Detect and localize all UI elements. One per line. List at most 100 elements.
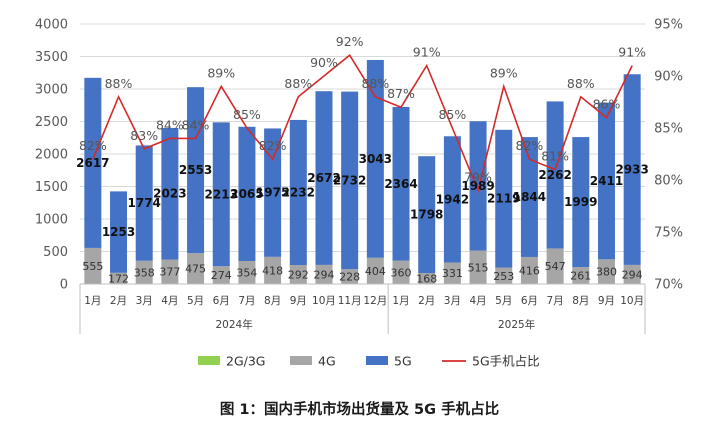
label-5g: 2023 xyxy=(153,187,186,201)
label-4g: 360 xyxy=(391,266,412,279)
bar-5g xyxy=(623,74,641,265)
bar-4g xyxy=(341,269,359,284)
bar-4g xyxy=(495,267,513,284)
label-4g: 294 xyxy=(313,268,334,281)
y-left-tick-label: 500 xyxy=(43,245,68,260)
x-tick-label: 1月 xyxy=(84,295,101,307)
bar-4g xyxy=(110,272,128,284)
label-4g: 274 xyxy=(211,269,232,282)
axes: 0 500 1000 1500 2000 2500 3000 3500 4000 70% 75% 80… xyxy=(35,18,683,334)
label-ratio: 87% xyxy=(387,86,415,101)
label-ratio: 90% xyxy=(310,55,338,70)
bar-4g xyxy=(366,257,384,284)
legend-swatch xyxy=(290,356,312,365)
bar-5g xyxy=(546,101,564,249)
bar-4g xyxy=(520,256,538,284)
bar-5g xyxy=(469,121,487,251)
bar-4g xyxy=(572,267,590,284)
label-ratio: 89% xyxy=(207,65,235,80)
y-right-tick-label: 85% xyxy=(654,122,683,137)
x-tick-label: 3月 xyxy=(444,295,461,307)
label-ratio: 86% xyxy=(593,97,621,112)
legend-label: 2G/3G xyxy=(226,354,266,369)
ratio-line-path xyxy=(92,54,633,193)
label-5g: 2364 xyxy=(384,177,417,191)
bar-4g xyxy=(418,273,436,284)
legend-swatch xyxy=(366,356,388,365)
y-right-tick-label: 75% xyxy=(654,226,683,241)
bar-4g xyxy=(392,260,410,284)
label-ratio: 89% xyxy=(490,65,518,80)
bar-5g xyxy=(84,77,102,248)
label-ratio: 82% xyxy=(79,138,107,153)
group-label: 2025年 xyxy=(498,318,535,331)
label-4g: 294 xyxy=(622,268,643,281)
bar-4g xyxy=(84,247,102,284)
y-right-tick-label: 95% xyxy=(654,18,683,33)
bar-5g xyxy=(572,137,590,268)
label-5g: 2553 xyxy=(179,163,212,177)
x-tick-label: 9月 xyxy=(290,295,307,307)
label-ratio: 92% xyxy=(336,34,364,49)
figure-caption: 图 1：国内手机市场出货量及 5G 手机占比 xyxy=(219,402,500,418)
x-tick-label: 10月 xyxy=(620,295,644,307)
ratio-line xyxy=(92,54,633,193)
bar-4g xyxy=(315,264,333,284)
label-ratio: 88% xyxy=(567,76,595,91)
y-left-tick-label: 4000 xyxy=(35,18,68,33)
y-left-tick-label: 3000 xyxy=(35,83,68,98)
label-ratio: 79% xyxy=(464,169,492,184)
x-tick-label: 3月 xyxy=(136,295,153,307)
bar-4g xyxy=(135,260,153,284)
label-ratio: 85% xyxy=(233,107,261,122)
x-tick-label: 10月 xyxy=(312,295,336,307)
label-4g: 404 xyxy=(365,265,386,278)
label-4g: 253 xyxy=(493,270,514,283)
x-tick-label: 6月 xyxy=(521,295,538,307)
bar-5g xyxy=(212,122,230,267)
bar-5g xyxy=(418,156,436,274)
label-5g: 2617 xyxy=(76,156,109,170)
bar-5g xyxy=(238,126,256,261)
legend-swatch xyxy=(198,356,220,365)
label-4g: 292 xyxy=(288,269,309,282)
bar-5g xyxy=(597,102,615,260)
bar-5g xyxy=(520,137,538,257)
label-ratio: 82% xyxy=(259,138,287,153)
legend-label: 4G xyxy=(318,354,336,369)
bar-5g xyxy=(443,136,461,263)
label-4g: 168 xyxy=(416,273,437,286)
y-left-tick-label: 3500 xyxy=(35,50,68,65)
bar-4g xyxy=(289,265,307,284)
y-left-tick-label: 1000 xyxy=(35,213,68,228)
label-4g: 172 xyxy=(108,272,129,285)
label-ratio: 83% xyxy=(130,128,158,143)
x-tick-label: 6月 xyxy=(213,295,230,307)
label-ratio: 82% xyxy=(516,138,544,153)
label-5g: 2065 xyxy=(230,187,263,201)
legend-label: 5G xyxy=(394,354,412,369)
bar-4g xyxy=(469,250,487,284)
bar-5g xyxy=(495,129,513,268)
y-left-tick-label: 1500 xyxy=(35,180,68,195)
label-5g: 1942 xyxy=(436,192,469,206)
label-ratio: 81% xyxy=(541,149,569,164)
legend-label: 5G手机占比 xyxy=(472,354,540,369)
x-tick-label: 5月 xyxy=(495,295,512,307)
label-5g: 1844 xyxy=(513,190,546,204)
label-ratio: 88% xyxy=(105,76,133,91)
label-4g: 555 xyxy=(82,260,103,273)
label-ratio: 88% xyxy=(284,76,312,91)
label-4g: 547 xyxy=(545,260,566,273)
label-5g: 1798 xyxy=(410,208,443,222)
bar-4g xyxy=(264,256,282,284)
label-4g: 358 xyxy=(134,266,155,279)
label-5g: 1999 xyxy=(564,195,597,209)
label-5g: 2672 xyxy=(307,171,340,185)
y-left-tick-label: 2000 xyxy=(35,148,68,163)
label-4g: 377 xyxy=(159,266,180,279)
label-5g: 2732 xyxy=(333,173,366,187)
x-tick-label: 7月 xyxy=(238,295,255,307)
bar-4g xyxy=(597,259,615,284)
label-5g: 1975 xyxy=(256,186,289,200)
